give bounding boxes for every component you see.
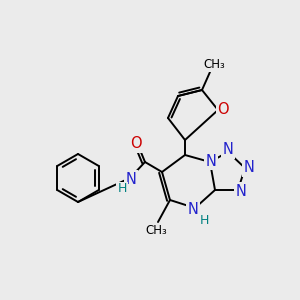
Text: N: N xyxy=(126,172,136,187)
Text: N: N xyxy=(244,160,254,175)
Text: N: N xyxy=(206,154,216,169)
Text: H: H xyxy=(199,214,209,226)
Text: N: N xyxy=(223,142,233,158)
Text: N: N xyxy=(236,184,246,199)
Text: O: O xyxy=(130,136,142,152)
Text: CH₃: CH₃ xyxy=(203,58,225,71)
Text: H: H xyxy=(117,182,127,196)
Text: CH₃: CH₃ xyxy=(145,224,167,236)
Text: O: O xyxy=(217,103,229,118)
Text: N: N xyxy=(188,202,198,217)
